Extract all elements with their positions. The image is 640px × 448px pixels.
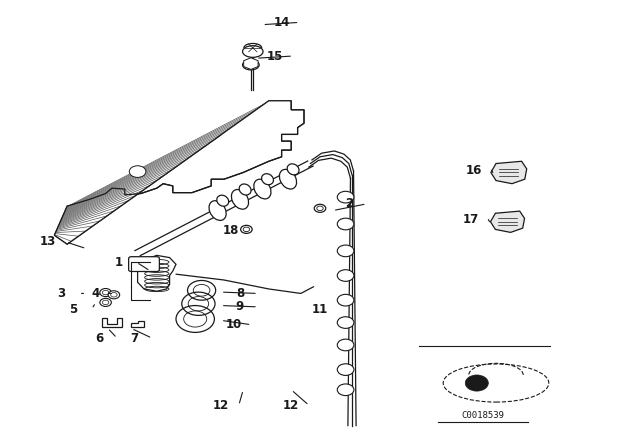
Text: 14: 14 (273, 16, 290, 29)
Text: 7: 7 (131, 332, 138, 345)
Ellipse shape (241, 225, 252, 233)
Text: 9: 9 (236, 300, 244, 314)
Ellipse shape (217, 195, 228, 206)
Circle shape (337, 364, 354, 375)
Circle shape (111, 293, 117, 297)
Polygon shape (102, 318, 122, 327)
Circle shape (102, 300, 109, 305)
Circle shape (129, 166, 146, 177)
Text: C0018539: C0018539 (461, 411, 505, 420)
Text: 3: 3 (57, 287, 65, 300)
Text: 1: 1 (115, 255, 122, 269)
Polygon shape (131, 321, 144, 327)
Text: 8: 8 (236, 287, 244, 300)
Text: 17: 17 (462, 213, 479, 226)
Text: 18: 18 (222, 224, 239, 237)
Circle shape (108, 291, 120, 299)
Text: 10: 10 (225, 318, 242, 332)
Polygon shape (54, 101, 304, 244)
Polygon shape (491, 161, 527, 184)
Ellipse shape (314, 204, 326, 212)
Circle shape (102, 290, 109, 295)
Text: 5: 5 (70, 302, 77, 316)
Ellipse shape (280, 169, 296, 189)
Ellipse shape (254, 179, 271, 199)
Circle shape (337, 245, 354, 257)
Circle shape (337, 270, 354, 281)
Ellipse shape (262, 174, 273, 185)
Circle shape (337, 191, 354, 203)
Text: 16: 16 (465, 164, 482, 177)
Polygon shape (54, 101, 291, 244)
Text: 11: 11 (312, 302, 328, 316)
Text: 2: 2 (345, 197, 353, 211)
Ellipse shape (243, 46, 263, 57)
Circle shape (100, 298, 111, 306)
Text: 4: 4 (92, 287, 100, 300)
Circle shape (337, 384, 354, 396)
Circle shape (337, 317, 354, 328)
Text: 13: 13 (40, 235, 56, 249)
Ellipse shape (243, 60, 259, 70)
Ellipse shape (232, 190, 248, 209)
Text: 6: 6 (95, 332, 103, 345)
Polygon shape (490, 211, 525, 233)
Text: 12: 12 (283, 399, 300, 412)
Text: 15: 15 (267, 49, 284, 63)
Circle shape (337, 218, 354, 230)
Circle shape (337, 294, 354, 306)
Circle shape (465, 375, 488, 391)
Circle shape (337, 339, 354, 351)
Text: 12: 12 (212, 399, 229, 412)
Polygon shape (138, 255, 176, 291)
Ellipse shape (287, 164, 299, 175)
Ellipse shape (239, 184, 251, 195)
Ellipse shape (209, 201, 226, 220)
Circle shape (100, 289, 111, 297)
FancyBboxPatch shape (129, 257, 159, 271)
